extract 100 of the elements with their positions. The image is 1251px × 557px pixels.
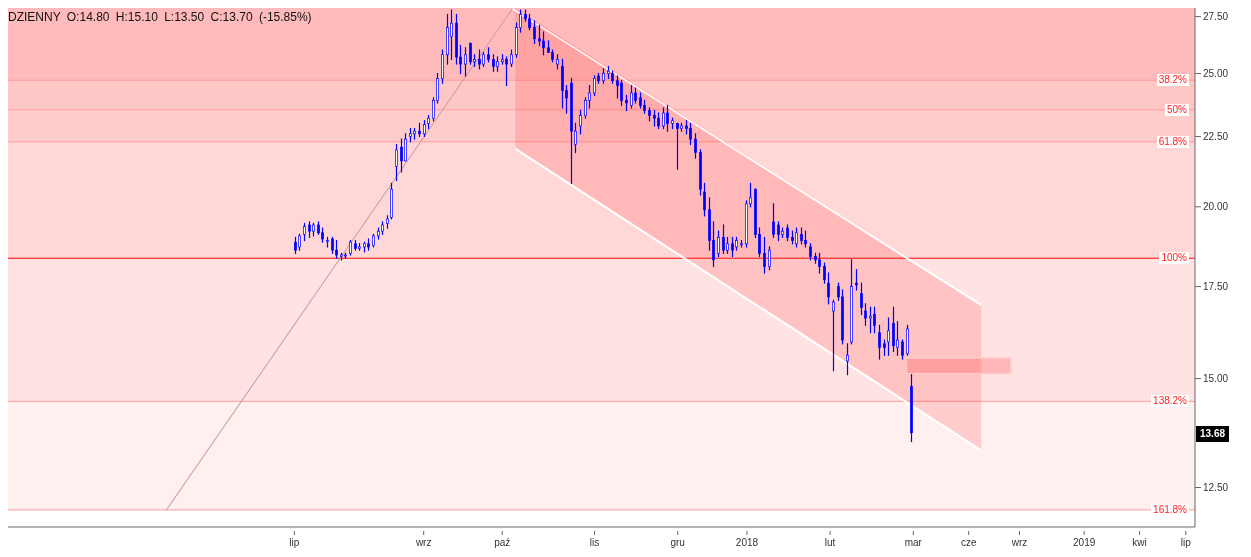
annotation: 38.2% — [1156, 74, 1189, 87]
candlestick — [616, 75, 619, 99]
candlestick — [689, 122, 692, 146]
candlestick — [367, 238, 370, 251]
candlestick — [722, 224, 725, 254]
candlestick — [804, 230, 807, 248]
candlestick — [864, 303, 867, 326]
candlestick — [464, 47, 467, 77]
candlestick — [666, 104, 669, 132]
candlestick — [418, 122, 421, 138]
candlestick — [850, 259, 853, 345]
candlestick — [487, 47, 490, 63]
candlestick — [400, 138, 403, 173]
candlestick — [455, 13, 458, 65]
candlestick — [395, 143, 398, 182]
annotation: 50% — [1164, 103, 1189, 116]
candlestick — [873, 306, 876, 334]
candlestick — [892, 306, 895, 352]
candlestick — [887, 317, 890, 356]
candlestick — [381, 221, 384, 235]
candlestick — [699, 149, 702, 196]
candlestick — [593, 75, 596, 97]
candlestick — [680, 122, 683, 132]
x-tick-label: paź — [494, 537, 511, 548]
candlestick — [795, 227, 798, 248]
candlestick — [653, 109, 656, 127]
candlestick — [335, 239, 338, 259]
candlestick — [579, 109, 582, 135]
candlestick — [657, 112, 660, 130]
candlestick — [703, 182, 706, 217]
annotation: 13.68 — [1196, 425, 1230, 442]
y-tick-label: 25.00 — [1203, 68, 1229, 80]
candlestick — [528, 13, 531, 31]
candlestick — [427, 115, 430, 130]
candlestick — [781, 227, 784, 239]
candlestick — [450, 9, 453, 60]
candlestick — [735, 236, 738, 251]
candlestick — [423, 120, 426, 138]
candlestick — [814, 252, 817, 264]
candlestick — [906, 324, 909, 356]
x-tick-label: cze — [960, 537, 977, 548]
candlestick — [791, 230, 794, 245]
candlestick — [800, 227, 803, 245]
candlestick — [538, 24, 541, 47]
candlestick — [662, 107, 665, 130]
candlestick — [358, 243, 361, 251]
candlestick — [611, 70, 614, 84]
candlestick — [469, 42, 472, 65]
candlestick — [482, 51, 485, 68]
x-tick-label: lis — [589, 537, 600, 548]
candlestick — [634, 87, 637, 104]
candlestick — [639, 92, 642, 109]
candlestick — [354, 239, 357, 251]
candlestick — [841, 289, 844, 345]
candlestick — [321, 227, 324, 243]
candlestick — [496, 56, 499, 72]
candlestick — [823, 262, 826, 284]
candlestick — [478, 49, 481, 70]
candlestick — [896, 321, 899, 356]
candlestick — [620, 80, 623, 107]
candlestick — [303, 222, 306, 242]
candlestick — [648, 107, 651, 122]
candlestick — [386, 215, 389, 229]
candlestick — [501, 54, 504, 65]
candlestick — [542, 31, 545, 56]
candlestick — [372, 233, 375, 248]
candlestick — [570, 77, 573, 184]
candlestick — [404, 133, 407, 162]
candlestick — [855, 269, 858, 291]
candlestick — [308, 221, 311, 239]
candlestick — [763, 236, 766, 274]
x-tick-label: lip — [289, 537, 300, 548]
candlestick — [671, 117, 674, 130]
candlestick — [827, 272, 830, 305]
candlestick — [910, 374, 913, 443]
candlestick — [390, 182, 393, 220]
x-tick-label: lip — [1180, 537, 1192, 548]
candlestick — [643, 99, 646, 114]
x-tick-label: kwi — [1132, 537, 1147, 548]
candlestick — [777, 221, 780, 242]
candlestick — [717, 230, 720, 258]
annotation: 61.8% — [1156, 135, 1189, 148]
candlestick — [625, 94, 628, 112]
candlestick — [363, 241, 366, 253]
y-tick-label: 20.00 — [1203, 201, 1229, 213]
candlestick — [551, 49, 554, 63]
candlestick — [832, 299, 835, 372]
candlestick — [676, 122, 679, 170]
candlestick — [869, 306, 872, 334]
x-tick-label: 2019 — [1073, 537, 1096, 548]
candlestick — [768, 246, 771, 271]
candlestick — [745, 200, 748, 248]
candlestick — [846, 343, 849, 376]
candlestick — [607, 65, 610, 79]
candlestick — [377, 227, 380, 240]
candlestick — [409, 127, 412, 143]
x-tick-label: mar — [904, 537, 923, 548]
candlestick — [349, 239, 352, 256]
y-tick-label: 15.00 — [1203, 373, 1229, 385]
candlestick — [630, 85, 633, 109]
